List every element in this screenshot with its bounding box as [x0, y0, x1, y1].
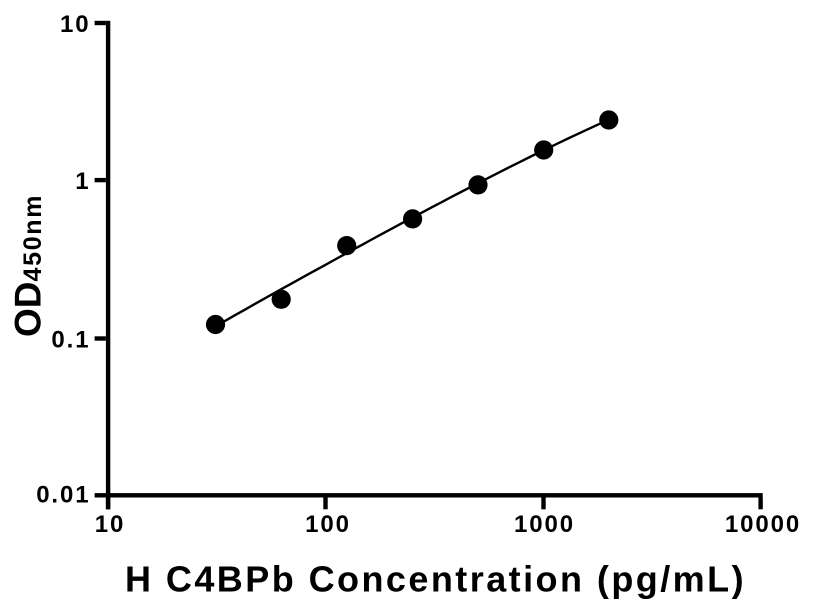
svg-text:0.1: 0.1 — [51, 327, 90, 354]
svg-text:100: 100 — [305, 511, 351, 538]
svg-text:10000: 10000 — [725, 511, 801, 538]
svg-text:H C4BPb Concentration (pg/mL): H C4BPb Concentration (pg/mL) — [125, 559, 746, 600]
svg-text:1: 1 — [75, 168, 90, 195]
svg-text:0.01: 0.01 — [36, 481, 90, 508]
svg-text:10: 10 — [60, 11, 91, 38]
svg-text:1000: 1000 — [514, 511, 575, 538]
svg-text:OD450nm: OD450nm — [8, 194, 49, 337]
svg-text:10: 10 — [95, 511, 126, 538]
